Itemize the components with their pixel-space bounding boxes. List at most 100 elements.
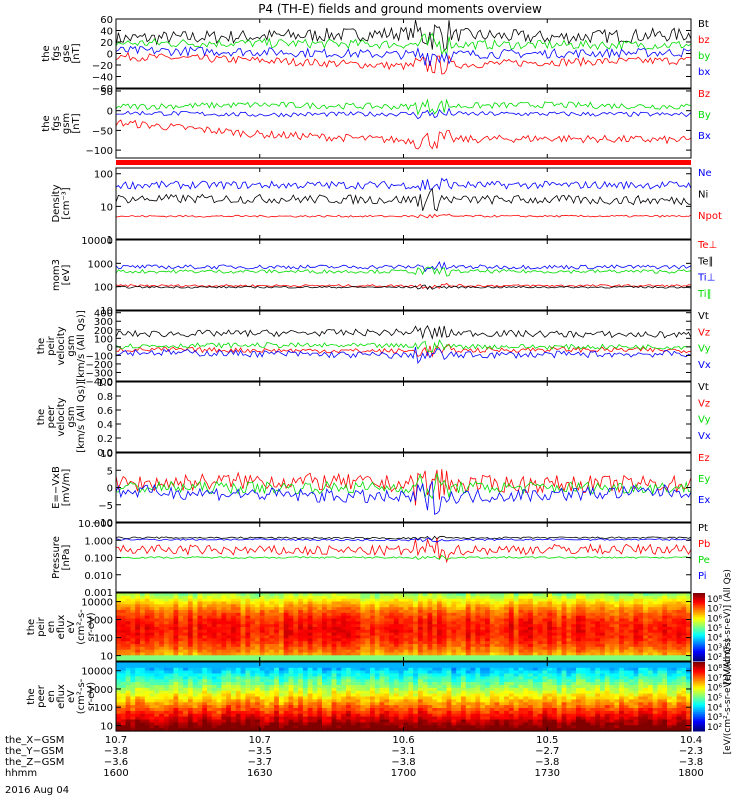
spectrogram-cell: [183, 607, 189, 611]
spectrogram-cell: [403, 708, 409, 712]
spectrogram-cell: [676, 658, 682, 662]
y-tick-label: 0.0: [97, 448, 113, 459]
spectrogram-cell: [322, 598, 328, 603]
spectrogram-cell: [427, 719, 433, 723]
spectrogram-cell: [600, 612, 606, 617]
spectrogram-cell: [508, 641, 515, 645]
spectrogram-cell: [446, 598, 452, 603]
spectrogram-cell: [235, 696, 242, 700]
spectrogram-cell: [245, 670, 251, 675]
spectrogram-cell: [422, 604, 429, 608]
spectrogram-cell: [556, 593, 563, 597]
spectrogram-cell: [283, 728, 290, 732]
spectrogram-cell: [456, 662, 462, 666]
spectrogram-cell: [657, 612, 663, 617]
spectrogram-cell: [231, 658, 237, 662]
spectrogram-cell: [470, 635, 476, 639]
series-line-By: [115, 98, 692, 116]
spectrogram-cell: [231, 702, 237, 706]
spectrogram-cell: [293, 719, 299, 723]
spectrogram-cell: [120, 612, 127, 617]
spectrogram-cell: [614, 612, 620, 617]
spectrogram-cell: [528, 646, 534, 651]
spectrogram-cell: [585, 641, 591, 645]
spectrogram-cell: [566, 638, 572, 642]
spectrogram-cell: [264, 728, 270, 732]
spectrogram-cell: [336, 635, 342, 639]
spectrogram-cell: [125, 593, 131, 597]
spectrogram-cell: [336, 687, 342, 692]
spectrogram-cell: [638, 658, 644, 662]
spectrogram-cell: [278, 673, 285, 677]
spectrogram-cell: [475, 652, 481, 656]
spectrogram-cell: [480, 646, 486, 651]
spectrogram-cell: [446, 615, 452, 620]
spectrogram-cell: [250, 595, 256, 600]
spectrogram-cell: [202, 658, 208, 662]
spectrogram-cell: [393, 601, 400, 605]
spectrogram-cell: [245, 655, 251, 659]
spectrogram-cell: [451, 595, 457, 600]
spectrogram-cell: [163, 624, 170, 628]
spectrogram-cell: [623, 601, 630, 605]
spectrogram-cell: [274, 728, 280, 732]
spectrogram-cell: [451, 604, 457, 608]
spectrogram-cell: [312, 667, 318, 672]
spectrogram-cell: [293, 699, 299, 703]
spectrogram-cell: [370, 710, 376, 715]
spectrogram-cell: [389, 693, 395, 698]
spectrogram-cell: [259, 687, 266, 692]
spectrogram-cell: [202, 641, 208, 645]
spectrogram-cell: [461, 627, 467, 631]
spectrogram-cell: [331, 652, 337, 656]
spectrogram-cell: [600, 610, 606, 614]
spectrogram-cell: [231, 696, 237, 700]
spectrogram-cell: [657, 629, 663, 634]
spectrogram-cell: [360, 690, 366, 695]
spectrogram-cell: [207, 716, 213, 721]
spectrogram-cell: [422, 662, 429, 666]
spectrogram-cell: [149, 638, 155, 642]
spectrogram-cell: [221, 644, 227, 648]
spectrogram-cell: [331, 627, 337, 631]
spectrogram-cell: [221, 699, 227, 703]
spectrogram-cell: [437, 595, 443, 600]
spectrogram-cell: [130, 662, 136, 666]
spectrogram-cell: [341, 682, 347, 686]
spectrogram-cell: [264, 685, 270, 689]
spectrogram-cell: [576, 593, 582, 597]
spectrogram-cell: [542, 601, 548, 605]
spectrogram-cell: [298, 682, 304, 686]
spectrogram-cell: [451, 690, 457, 695]
spectrogram-cell: [523, 618, 529, 622]
spectrogram-cell: [403, 682, 409, 686]
spectrogram-cell: [580, 632, 587, 637]
spectrogram-cell: [508, 604, 515, 608]
spectrogram-cell: [231, 615, 237, 620]
spectrogram-cell: [140, 607, 146, 611]
spectrogram-cell: [211, 673, 218, 677]
spectrogram-cell: [643, 655, 649, 659]
spectrogram-cell: [571, 649, 577, 654]
spectrogram-cell: [302, 610, 309, 614]
spectrogram-cell: [322, 685, 328, 689]
spectrogram-cell: [379, 612, 385, 617]
spectrogram-cell: [302, 638, 309, 642]
spectrogram-cell: [451, 667, 457, 672]
spectrogram-cell: [647, 638, 654, 642]
spectrogram-cell: [461, 629, 467, 634]
spectrogram-cell: [528, 632, 534, 637]
legend-label-bz: bz: [698, 35, 710, 46]
spectrogram-cell: [288, 655, 294, 659]
spectrogram-cell: [341, 693, 347, 698]
spectrogram-cell: [571, 610, 577, 614]
spectrogram-cell: [216, 705, 222, 709]
spectrogram-cell: [125, 693, 131, 698]
spectrogram-cell: [518, 618, 524, 622]
spectrogram-cell: [537, 595, 544, 600]
spectrogram-cell: [379, 662, 385, 666]
spectrogram-cell: [547, 610, 553, 614]
y-tick-label: 60: [100, 15, 113, 26]
spectrogram-cell: [437, 728, 443, 732]
spectrogram-cell: [528, 638, 534, 642]
